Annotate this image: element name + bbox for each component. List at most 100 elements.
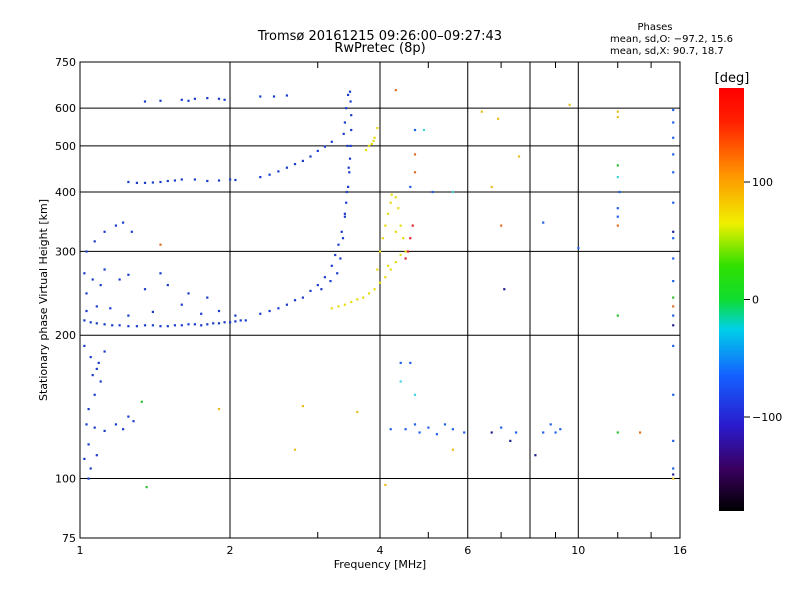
data-point	[85, 250, 88, 253]
data-point	[672, 305, 675, 308]
data-point	[672, 257, 675, 260]
data-point	[672, 153, 675, 156]
data-point	[342, 132, 345, 135]
data-point	[373, 136, 376, 139]
data-point	[114, 224, 117, 227]
colorbar-tick-label: 100	[752, 176, 773, 189]
data-point	[206, 323, 209, 326]
y-tick-label: 300	[55, 245, 76, 258]
data-point	[166, 179, 169, 183]
data-point	[103, 323, 106, 326]
data-point	[384, 276, 387, 279]
y-tick-label: 750	[55, 56, 76, 69]
data-point	[272, 95, 276, 98]
data-point	[350, 128, 353, 132]
data-point	[193, 178, 196, 181]
data-point	[95, 454, 98, 457]
data-point	[379, 281, 382, 284]
data-point	[180, 303, 183, 306]
data-point	[370, 142, 373, 145]
data-point	[127, 415, 130, 418]
data-point	[672, 324, 675, 327]
data-point	[672, 237, 675, 240]
data-point	[490, 431, 493, 434]
data-point	[118, 324, 121, 327]
data-point	[509, 439, 512, 442]
data-point	[672, 136, 675, 139]
data-point	[389, 268, 392, 271]
data-point	[554, 431, 557, 434]
data-point	[217, 322, 221, 325]
data-point	[122, 221, 125, 224]
data-point	[337, 243, 340, 246]
data-point	[402, 237, 405, 240]
data-point	[404, 428, 407, 431]
data-point	[337, 305, 340, 308]
data-point	[672, 439, 675, 442]
data-point	[413, 128, 417, 132]
data-point	[132, 420, 135, 423]
data-point	[672, 201, 675, 204]
chart-subtitle: RwPretec (8p)	[334, 41, 425, 56]
data-point	[180, 324, 183, 327]
data-point	[394, 261, 397, 264]
data-point	[330, 307, 333, 310]
data-point	[301, 296, 304, 299]
data-point	[549, 423, 552, 426]
data-point	[83, 457, 86, 460]
data-point	[350, 300, 353, 304]
data-point	[99, 284, 102, 287]
data-point	[431, 190, 434, 194]
data-point	[618, 190, 621, 194]
y-tick-label: 600	[55, 102, 76, 115]
data-point	[672, 108, 675, 112]
x-tick-label: 16	[673, 544, 687, 557]
data-point	[376, 268, 379, 271]
data-point	[387, 264, 390, 267]
data-point	[345, 107, 348, 110]
data-point	[277, 170, 280, 173]
data-point	[399, 380, 402, 383]
data-point	[193, 97, 196, 100]
data-point	[135, 325, 138, 328]
data-point	[411, 224, 414, 227]
data-point	[223, 98, 226, 101]
data-point	[159, 99, 162, 102]
data-point	[223, 321, 226, 324]
data-point	[239, 319, 242, 322]
colorbar-tick-label: 0	[752, 294, 759, 307]
data-point	[435, 433, 438, 436]
data-point	[451, 428, 454, 431]
data-point	[376, 127, 379, 130]
data-point	[343, 212, 346, 215]
data-point	[515, 431, 518, 434]
data-point	[103, 429, 106, 432]
data-point	[309, 289, 312, 292]
data-point	[394, 89, 397, 92]
data-point	[135, 181, 138, 184]
data-point	[345, 190, 348, 194]
data-point	[381, 237, 384, 240]
data-point	[301, 405, 304, 408]
y-tick-label: 400	[55, 186, 76, 199]
data-point	[180, 98, 183, 101]
data-point	[349, 100, 352, 103]
data-point	[397, 207, 400, 210]
data-point	[127, 273, 130, 276]
y-tick-labels: 75 100 200 300 400 500 600 750	[55, 56, 76, 545]
data-point	[404, 250, 407, 253]
data-point	[616, 215, 619, 218]
data-point	[212, 322, 215, 325]
data-point	[89, 321, 92, 324]
data-point	[268, 309, 271, 313]
data-point	[293, 163, 297, 166]
data-point	[387, 212, 390, 215]
data-point	[259, 176, 262, 179]
data-point	[568, 103, 571, 106]
data-point	[559, 428, 562, 431]
data-point	[672, 393, 675, 396]
data-point	[159, 243, 162, 246]
data-point	[151, 181, 154, 184]
data-point	[127, 314, 130, 317]
